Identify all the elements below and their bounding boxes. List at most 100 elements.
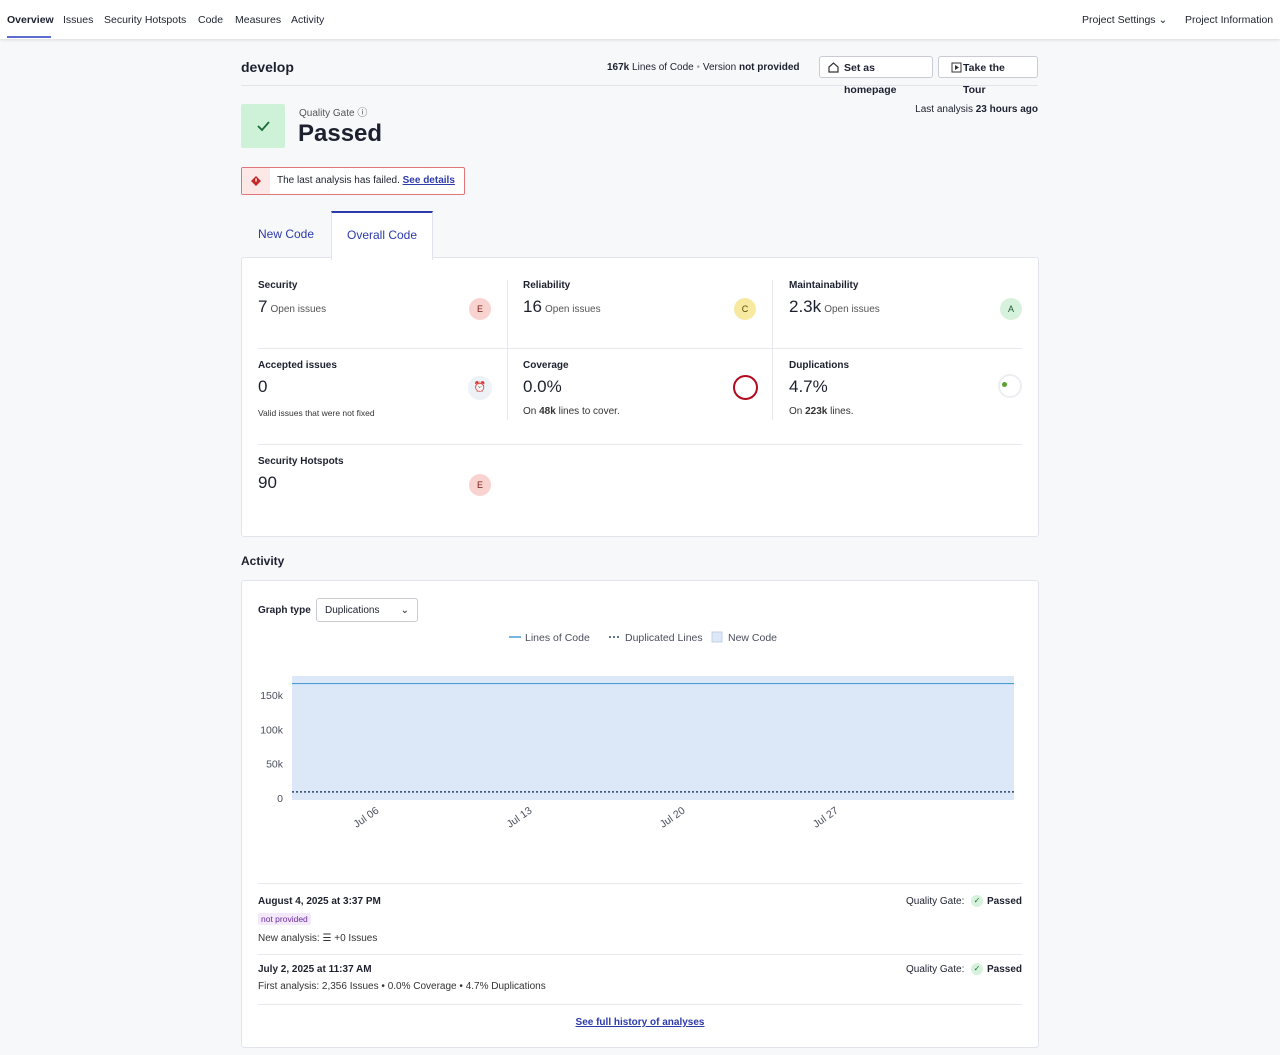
chart: 0 50k 100k 150k Jul 06 Jul 13 Jul 20 Jul 27 Line… xyxy=(260,631,1014,831)
divider xyxy=(258,954,1022,955)
divider xyxy=(507,280,508,420)
metric-value: 7 Open issues xyxy=(258,297,326,317)
metric-value: 2.3k Open issues xyxy=(789,297,880,317)
qg-status: Passed xyxy=(987,896,1023,907)
metric-number: 90 xyxy=(258,473,277,492)
metric-title: Security xyxy=(258,280,298,291)
metric-number: 2.3k xyxy=(789,297,822,316)
history-link[interactable]: See full history of analyses xyxy=(575,1017,705,1028)
summary-item: 0.0% Coverage xyxy=(387,981,457,992)
analysis-summary: New analysis: ☰ +0 Issues xyxy=(258,933,378,944)
metric-title: Security Hotspots xyxy=(258,456,344,467)
last-analysis-value: 23 hours ago xyxy=(975,104,1038,115)
rating-badge: E xyxy=(469,298,491,320)
alert: The last analysis has failed. See detail… xyxy=(241,167,465,195)
nav-item[interactable]: Activity xyxy=(291,14,325,26)
version-label: Version xyxy=(702,62,737,73)
metric-note: On 48k lines to cover. xyxy=(523,406,620,417)
nav-item[interactable]: Code xyxy=(198,14,224,26)
metric-unit: Open issues xyxy=(824,304,880,315)
nav-item[interactable]: Issues xyxy=(63,14,94,26)
rating-badge: A xyxy=(1000,298,1022,320)
metric-unit: Open issues xyxy=(270,304,327,315)
legend-label: Duplicated Lines xyxy=(625,632,703,644)
summary-label: New analysis: xyxy=(258,933,320,944)
alert-message: The last analysis has failed. xyxy=(277,175,400,186)
metric-number: 7 xyxy=(258,297,268,316)
new-code-area xyxy=(292,676,1014,800)
note-value: 223k xyxy=(805,406,828,417)
graph-type-select[interactable]: Duplications ⌄ xyxy=(316,598,418,622)
y-tick-label: 150k xyxy=(260,690,284,702)
tab[interactable]: New Code xyxy=(257,227,315,241)
metric-value: 0.0% xyxy=(523,377,562,397)
metric-value: 0 xyxy=(258,377,267,397)
metric-title: Maintainability xyxy=(789,280,859,291)
metrics-card: Security 7 Open issues E Reliability 16 Open… xyxy=(241,257,1039,537)
alert-icon-box xyxy=(242,168,270,194)
summary-item: 4.7% Duplications xyxy=(465,981,546,992)
x-tick-label: Jul 20 xyxy=(658,805,688,831)
metric-note: Valid issues that were not fixed xyxy=(258,408,375,418)
metric-title: Accepted issues xyxy=(258,360,337,371)
metric-unit: Open issues xyxy=(544,304,601,315)
top-nav: Overview Issues Security Hotspots Code Measu… xyxy=(0,0,1280,39)
play-icon xyxy=(951,62,962,73)
graph-type-value: Duplications xyxy=(325,605,380,616)
home-icon xyxy=(828,62,839,73)
summary-item: +0 Issues xyxy=(334,933,378,944)
analysis-summary: First analysis: 2,356 Issues • 0.0% Cove… xyxy=(258,981,546,992)
analysis-date: August 4, 2025 at 3:37 PM xyxy=(258,896,381,907)
alert-link[interactable]: See details xyxy=(402,175,455,186)
legend-swatch xyxy=(711,631,723,643)
gate-label: Quality Gate ⓘ xyxy=(299,108,368,119)
note-prefix: On xyxy=(523,406,537,417)
nav-item[interactable]: Security Hotspots xyxy=(104,14,187,26)
metric-number: 16 xyxy=(523,297,542,316)
legend-label: Lines of Code xyxy=(525,632,590,644)
divider xyxy=(258,883,1022,884)
analysis-date: July 2, 2025 at 11:37 AM xyxy=(258,964,372,975)
note-suffix: lines to cover. xyxy=(558,406,620,417)
qg-label: Quality Gate: xyxy=(906,964,965,975)
nav-right[interactable]: Project Information xyxy=(1185,14,1274,26)
y-tick-label: 50k xyxy=(266,759,284,771)
nav-underline xyxy=(7,36,51,38)
loc-label: Lines of Code xyxy=(632,62,694,73)
version-tag: not provided xyxy=(258,913,311,925)
coverage-ring xyxy=(733,375,758,400)
metric-title: Reliability xyxy=(523,280,571,291)
metric-value: 4.7% xyxy=(789,377,828,397)
activity-card: Graph type Duplications ⌄ August 4, 2025 … xyxy=(241,580,1039,1048)
tour-button[interactable]: Take the Tour xyxy=(938,56,1038,96)
tab-active[interactable]: Overall Code xyxy=(331,211,433,260)
nav-right[interactable]: Project Settings ⌄ xyxy=(1082,14,1168,26)
note-prefix: On xyxy=(789,406,803,417)
gate-status: Passed xyxy=(298,120,383,147)
x-tick-label: Jul 27 xyxy=(811,805,841,831)
nav-item[interactable]: Measures xyxy=(235,14,282,26)
metric-number: 4.7% xyxy=(789,377,828,396)
qg-check: ✓ xyxy=(971,895,983,907)
metric-value: 16 Open issues xyxy=(523,297,601,317)
loc-info: 167k Lines of Code • Version not provide… xyxy=(607,62,800,73)
branch-name: develop xyxy=(241,59,294,75)
version-value: not provided xyxy=(738,62,800,73)
last-analysis: Last analysis 23 hours ago xyxy=(915,104,1038,115)
graph-type-label: Graph type xyxy=(258,605,311,616)
divider xyxy=(241,85,1038,86)
homepage-button[interactable]: Set as homepage xyxy=(819,56,933,96)
gate-label-text: Quality Gate xyxy=(299,108,355,119)
accepted-icon: ⏰ xyxy=(468,376,492,400)
metric-number: 0.0% xyxy=(523,377,562,396)
gate-badge xyxy=(241,104,285,148)
y-tick-label: 0 xyxy=(277,793,283,805)
note-value: 48k xyxy=(539,406,556,417)
summary-label: First analysis: xyxy=(258,981,320,992)
nav-item[interactable]: Overview xyxy=(7,14,54,26)
y-tick-label: 100k xyxy=(260,724,284,736)
divider xyxy=(258,348,1022,349)
divider xyxy=(772,280,773,420)
alert-text: The last analysis has failed. See detail… xyxy=(277,175,455,186)
check-icon xyxy=(257,121,270,132)
